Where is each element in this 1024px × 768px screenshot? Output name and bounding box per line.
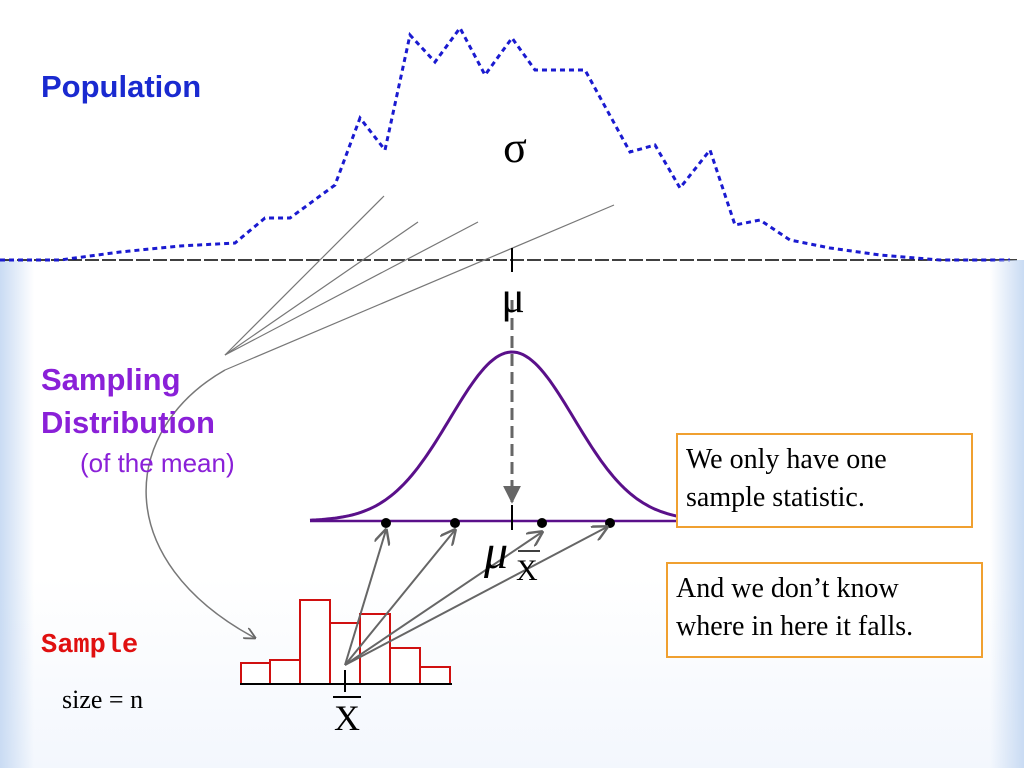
mu: μ [501,273,525,322]
population-curve [0,25,1010,262]
sampling-lines [224,195,615,371]
xbar: X [334,698,360,738]
curved-arrow [145,369,255,638]
sampling-curve [309,350,713,522]
sampling-label: Sampling [41,362,181,397]
sampling-note: (of the mean) [80,448,235,478]
sample-label: Sample [41,631,138,661]
population-label: Population [41,69,201,104]
sigma: σ [503,123,527,172]
sample-size: size = n [62,685,143,714]
sampling-label: Distribution [41,405,215,440]
sample-histogram [240,599,451,685]
mu-subscript: X [516,554,538,587]
callout: We only have one sample statistic. [676,433,973,528]
mu-xbar: μ [483,526,508,579]
callout: And we don’t know where in here it falls… [666,562,983,658]
sample-arrows [344,527,607,666]
